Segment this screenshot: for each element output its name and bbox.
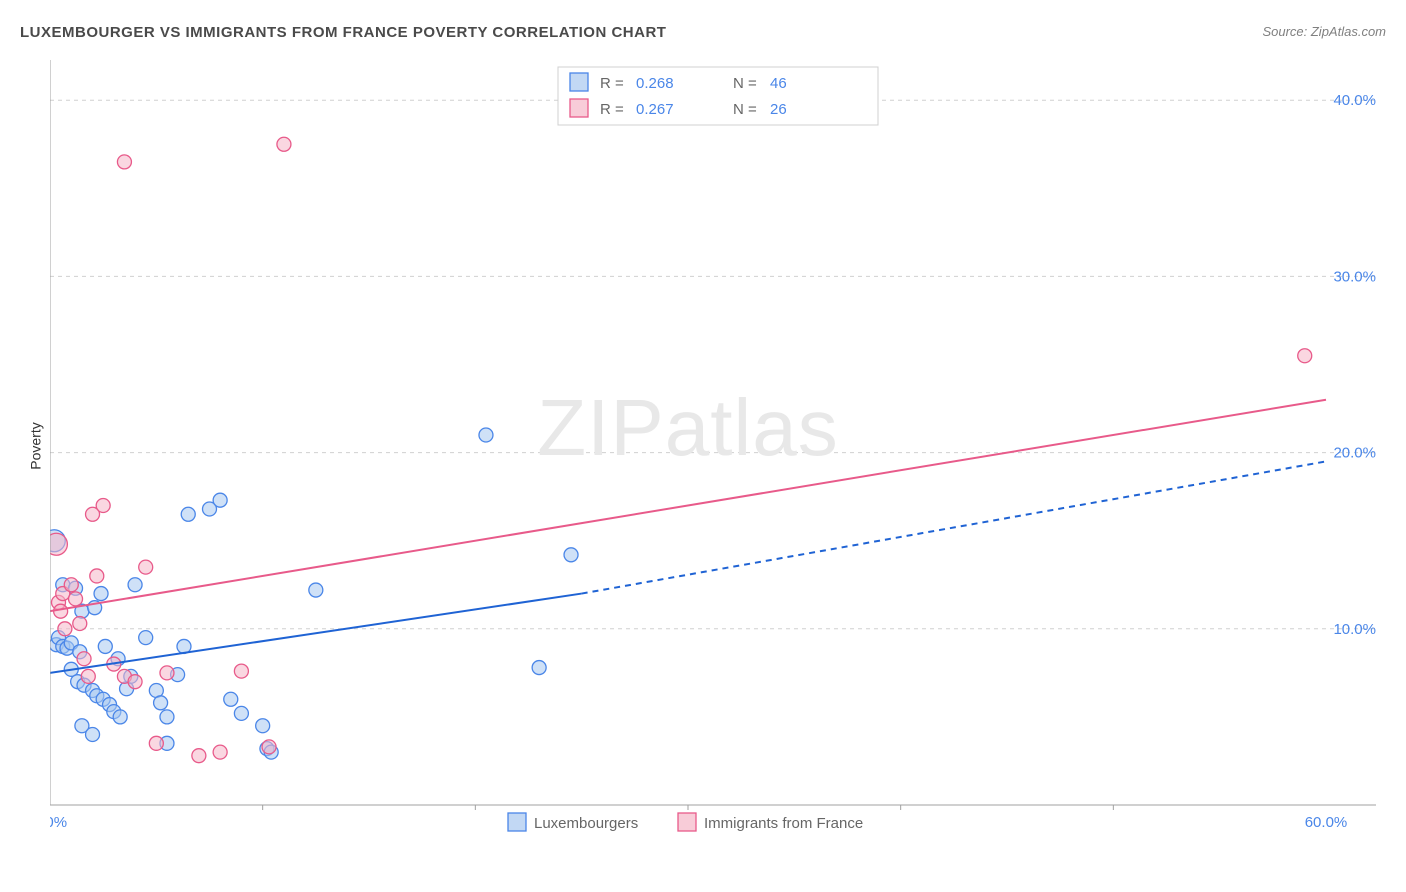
- legend-r-value: 0.268: [636, 75, 674, 92]
- data-point: [234, 706, 248, 720]
- data-point: [149, 736, 163, 750]
- data-point: [234, 664, 248, 678]
- source-label: Source: ZipAtlas.com: [1262, 24, 1386, 39]
- y-tick-label: 40.0%: [1333, 92, 1376, 109]
- scatter-chart: ZIPatlas 10.0% 20.0% 30.0% 40.0% 0.0% 60.0% R =…: [50, 55, 1386, 835]
- data-point: [117, 155, 131, 169]
- y-tick-label: 20.0%: [1333, 445, 1376, 462]
- x-tick-label: 0.0%: [50, 814, 67, 831]
- data-point: [96, 498, 110, 512]
- data-point: [224, 692, 238, 706]
- data-point: [128, 675, 142, 689]
- legend-swatch: [570, 73, 588, 91]
- legend-n-value: 46: [770, 75, 787, 92]
- chart-title: LUXEMBOURGER VS IMMIGRANTS FROM FRANCE P…: [20, 24, 666, 41]
- data-point: [256, 719, 270, 733]
- legend-r-label: R =: [600, 75, 624, 92]
- data-point: [192, 749, 206, 763]
- data-point: [77, 652, 91, 666]
- legend-n-label: N =: [733, 75, 757, 92]
- data-point: [94, 587, 108, 601]
- data-point: [309, 583, 323, 597]
- data-point: [139, 631, 153, 645]
- data-point: [154, 696, 168, 710]
- data-point: [213, 493, 227, 507]
- trendline: [50, 594, 582, 673]
- data-point: [90, 569, 104, 583]
- data-point: [64, 578, 78, 592]
- y-tick-label: 10.0%: [1333, 621, 1376, 638]
- legend-r-value: 0.267: [636, 101, 674, 118]
- data-point: [81, 669, 95, 683]
- data-point: [50, 533, 67, 555]
- y-tick-label: 30.0%: [1333, 268, 1376, 285]
- data-point: [262, 740, 276, 754]
- data-point: [98, 639, 112, 653]
- data-point: [69, 592, 83, 606]
- data-point: [160, 710, 174, 724]
- data-point: [532, 661, 546, 675]
- data-point: [58, 622, 72, 636]
- data-point: [139, 560, 153, 574]
- data-point: [564, 548, 578, 562]
- data-point: [181, 507, 195, 521]
- x-tick-label: 60.0%: [1305, 814, 1348, 831]
- legend-series-label: Immigrants from France: [704, 815, 863, 832]
- trendline-extrapolated: [582, 461, 1326, 593]
- data-point: [1298, 349, 1312, 363]
- legend-n-label: N =: [733, 101, 757, 118]
- data-point: [73, 617, 87, 631]
- data-point: [113, 710, 127, 724]
- data-point: [479, 428, 493, 442]
- data-point: [277, 137, 291, 151]
- legend-swatch: [570, 99, 588, 117]
- y-axis-label: Poverty: [28, 422, 44, 469]
- legend-series-label: Luxembourgers: [534, 815, 638, 832]
- data-point: [86, 728, 100, 742]
- data-point: [213, 745, 227, 759]
- legend-swatch: [508, 813, 526, 831]
- legend-swatch: [678, 813, 696, 831]
- watermark: ZIPatlas: [537, 383, 838, 472]
- data-point: [160, 666, 174, 680]
- data-point: [128, 578, 142, 592]
- legend-n-value: 26: [770, 101, 787, 118]
- legend-r-label: R =: [600, 101, 624, 118]
